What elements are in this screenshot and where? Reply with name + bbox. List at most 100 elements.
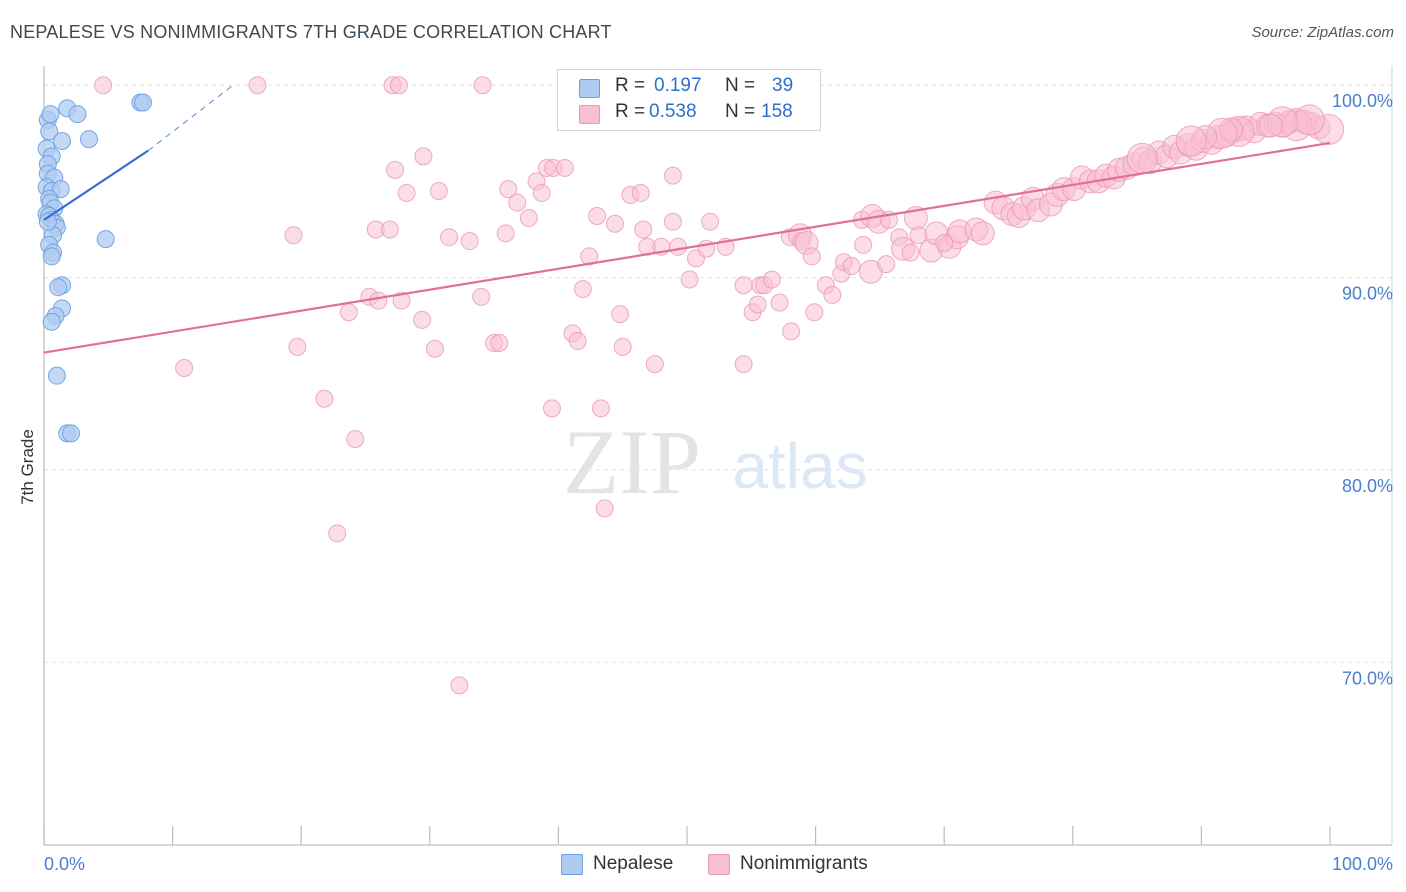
nepalese-legend-swatch bbox=[561, 854, 583, 875]
nonimmigrants-point bbox=[734, 276, 753, 295]
nonimmigrants-point bbox=[499, 180, 518, 199]
nonimmigrants-point bbox=[573, 280, 592, 299]
nonimmigrants-legend-swatch bbox=[708, 854, 730, 875]
nonimmigrants-point bbox=[508, 193, 527, 212]
nonimmigrants-point bbox=[668, 237, 687, 256]
nonimmigrants-point bbox=[490, 333, 509, 352]
nonimmigrants-point bbox=[748, 295, 767, 314]
nonimmigrants-point bbox=[429, 182, 448, 201]
nepalese-point bbox=[80, 130, 99, 149]
y-tick-label: 100.0% bbox=[1332, 91, 1393, 111]
nonimmigrants-point bbox=[414, 147, 433, 166]
y-tick-label: 70.0% bbox=[1342, 668, 1393, 688]
nonimmigrants-point bbox=[175, 358, 194, 377]
nepalese-point bbox=[134, 93, 153, 112]
nonimmigrants-point bbox=[605, 214, 624, 233]
nonimmigrants-point bbox=[440, 228, 459, 247]
n-label: N = bbox=[725, 101, 756, 122]
nonimmigrants-point bbox=[389, 76, 408, 95]
nepalese-point bbox=[68, 105, 87, 124]
nepalese-trend-extension bbox=[147, 84, 234, 152]
nonimmigrants-legend-label: Nonimmigrants bbox=[740, 853, 868, 874]
nonimmigrants-point bbox=[631, 183, 650, 202]
nonimmigrants-point bbox=[680, 270, 699, 289]
nepalese-point bbox=[41, 105, 60, 124]
nonimmigrants-n-value: 158 bbox=[761, 101, 793, 122]
nonimmigrants-point bbox=[935, 233, 954, 252]
nonimmigrants-point bbox=[288, 337, 307, 356]
nonimmigrants-point bbox=[386, 160, 405, 179]
nonimmigrants-point bbox=[450, 676, 469, 695]
nonimmigrants-point bbox=[1175, 125, 1207, 157]
nepalese-point bbox=[47, 366, 66, 385]
nonimmigrants-points bbox=[94, 76, 1345, 695]
nonimmigrants-point bbox=[587, 207, 606, 226]
x-tick-label-max: 100.0% bbox=[1332, 854, 1393, 874]
nonimmigrants-point bbox=[591, 399, 610, 418]
r-label: R = bbox=[615, 75, 646, 96]
nonimmigrants-point bbox=[346, 430, 365, 449]
nonimmigrants-point bbox=[472, 287, 491, 306]
nonimmigrants-point bbox=[970, 221, 995, 246]
nonimmigrants-point bbox=[734, 355, 753, 374]
watermark-zip: ZIP bbox=[563, 411, 701, 513]
y-axis-label: 7th Grade bbox=[18, 429, 37, 505]
watermark-atlas: atlas bbox=[732, 430, 867, 502]
nonimmigrants-point bbox=[580, 247, 599, 266]
nonimmigrants-point bbox=[425, 339, 444, 358]
nepalese-r-value: 0.197 bbox=[654, 75, 702, 96]
nonimmigrants-point bbox=[94, 76, 113, 95]
nepalese-point bbox=[49, 278, 68, 297]
nepalese-point bbox=[42, 247, 61, 266]
nonimmigrants-point bbox=[555, 158, 574, 177]
nonimmigrants-point bbox=[877, 255, 896, 274]
nonimmigrants-point bbox=[854, 235, 873, 254]
y-tick-label: 90.0% bbox=[1342, 284, 1393, 304]
nonimmigrants-point bbox=[842, 257, 861, 276]
nonimmigrants-point bbox=[762, 270, 781, 289]
x-tick-label-min: 0.0% bbox=[44, 854, 85, 874]
nonimmigrants-point bbox=[802, 247, 821, 266]
nonimmigrants-point bbox=[380, 220, 399, 239]
nepalese-point bbox=[96, 230, 115, 249]
nonimmigrants-r-value: 0.538 bbox=[649, 101, 697, 122]
nonimmigrants-point bbox=[805, 303, 824, 322]
r-label: R = bbox=[615, 101, 646, 122]
grid-lines bbox=[44, 71, 1392, 663]
tick-labels: 100.0% 90.0% 80.0% 70.0% 0.0% 100.0% bbox=[44, 91, 1393, 874]
nonimmigrants-point bbox=[248, 76, 267, 95]
nonimmigrants-swatch bbox=[579, 105, 600, 124]
nonimmigrants-point bbox=[663, 212, 682, 231]
nepalese-points bbox=[37, 93, 153, 443]
nonimmigrants-point bbox=[339, 303, 358, 322]
nonimmigrants-point bbox=[532, 183, 551, 202]
nepalese-point bbox=[51, 180, 70, 199]
stats-legend: R = 0.197 N = 39 R = 0.538 N = 158 bbox=[557, 69, 821, 131]
nonimmigrants-point bbox=[663, 166, 682, 185]
nepalese-point bbox=[42, 312, 61, 331]
nonimmigrants-point bbox=[595, 499, 614, 518]
nepalese-swatch bbox=[579, 79, 600, 98]
nonimmigrants-point bbox=[519, 208, 538, 227]
nonimmigrants-point bbox=[1293, 104, 1325, 136]
nonimmigrants-point bbox=[701, 212, 720, 231]
nonimmigrants-trend-line bbox=[43, 141, 1331, 354]
nonimmigrants-point bbox=[397, 183, 416, 202]
nonimmigrants-point bbox=[782, 322, 801, 341]
nonimmigrants-point bbox=[1258, 113, 1283, 138]
nonimmigrants-point bbox=[496, 224, 515, 243]
nonimmigrants-point bbox=[645, 355, 664, 374]
nepalese-point bbox=[62, 424, 81, 443]
nepalese-trend-line bbox=[43, 149, 149, 221]
nepalese-legend-label: Nepalese bbox=[593, 853, 674, 874]
nonimmigrants-point bbox=[369, 291, 388, 310]
axes bbox=[43, 66, 1393, 846]
nonimmigrants-point bbox=[284, 226, 303, 245]
nonimmigrants-point bbox=[901, 243, 920, 262]
nonimmigrants-point bbox=[392, 291, 411, 310]
nonimmigrants-point bbox=[568, 332, 587, 351]
nonimmigrants-point bbox=[611, 305, 630, 324]
nepalese-n-value: 39 bbox=[772, 75, 794, 96]
y-tick-label: 80.0% bbox=[1342, 476, 1393, 496]
